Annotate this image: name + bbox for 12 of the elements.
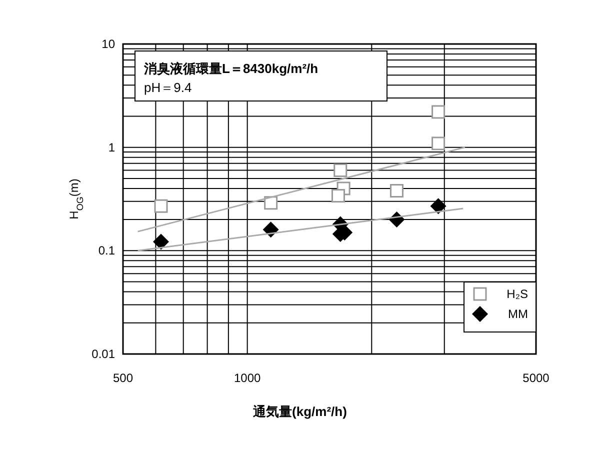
annotation: pH＝9.4	[144, 80, 192, 95]
x-tick-label: 5000	[522, 371, 550, 385]
y-tick-label: 10	[102, 37, 116, 51]
y-tick-label: 0.01	[92, 347, 116, 361]
y-tick-label: 1	[108, 140, 116, 154]
y-tick-label: 0.1	[98, 244, 116, 258]
annotation: 消臭液循環量L＝8430kg/m²/h	[143, 61, 318, 76]
x-tick-label: 500	[112, 371, 134, 385]
x-axis-title: 通気量(kg/m²/h)	[252, 404, 347, 419]
x-tick-label: 1000	[234, 371, 261, 385]
legend-label: H₂S	[506, 287, 528, 301]
legend-label: MM	[508, 307, 528, 321]
